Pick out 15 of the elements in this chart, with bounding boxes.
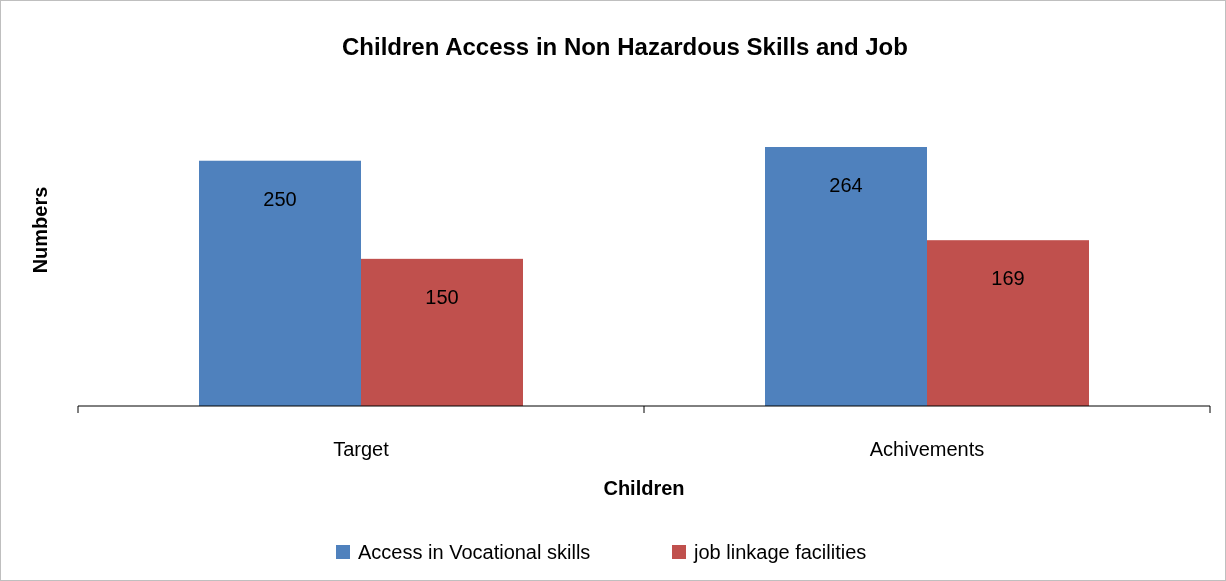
data-label: 169: [991, 267, 1025, 290]
chart-title: Children Access in Non Hazardous Skills and Job: [342, 33, 908, 60]
x-tick-label: Achivements: [869, 438, 985, 460]
y-axis-title: Numbers: [29, 186, 51, 274]
bar: [765, 147, 927, 406]
x-axis-title: Children: [603, 477, 685, 499]
data-label: 264: [829, 174, 863, 196]
legend-label: Access in Vocational skills: [358, 541, 591, 563]
bar: [361, 258, 523, 406]
x-tick-label: Target: [333, 438, 390, 460]
legend-label: job linkage facilities: [693, 541, 867, 563]
data-label: 250: [263, 187, 297, 210]
bar: [199, 160, 361, 406]
data-label: 150: [425, 285, 459, 308]
bar: [927, 240, 1089, 406]
